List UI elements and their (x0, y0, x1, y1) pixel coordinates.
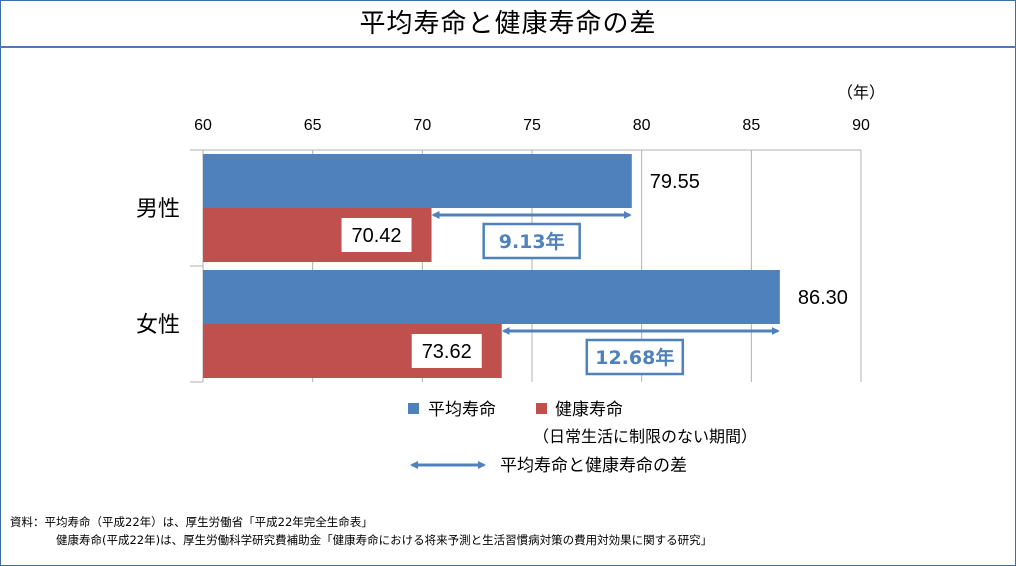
difference-label: 9.13年 (499, 230, 565, 253)
footnote-line-1: 資料：平均寿命（平成22年）は、厚生労働省「平成22年完全生命表」 (10, 515, 373, 529)
footnote-line-2: 健康寿命(平成22年)は、厚生労働科学研究費補助金「健康寿命における将来予測と生… (56, 533, 713, 547)
legend-label-healthy: 健康寿命 (555, 400, 623, 420)
x-unit-label: （年） (837, 84, 885, 102)
x-tick-label: 65 (304, 117, 322, 134)
legend-note-healthy: （日常生活に制限のない期間） (533, 427, 757, 446)
legend-label-difference: 平均寿命と健康寿命の差 (500, 456, 687, 476)
difference-label: 12.68年 (595, 346, 674, 369)
difference-label-box (482, 222, 581, 260)
category-label: 男性 (136, 197, 180, 222)
data-label-healthy: 73.62 (422, 341, 472, 363)
data-label-average: 86.30 (798, 287, 848, 309)
legend-label-average: 平均寿命 (428, 400, 496, 420)
bar-average-life (203, 270, 780, 324)
category-label: 女性 (136, 313, 180, 338)
difference-label-box (585, 338, 685, 376)
x-tick-label: 75 (523, 117, 541, 134)
x-tick-label: 90 (852, 117, 870, 134)
x-tick-label: 85 (742, 117, 760, 134)
source-footnote: 資料：平均寿命（平成22年）は、厚生労働省「平成22年完全生命表」 健康寿命(平… (10, 513, 712, 549)
data-label-box-healthy (411, 334, 482, 368)
title-divider (0, 46, 1016, 48)
legend-swatch-average (408, 403, 419, 414)
data-label-healthy: 70.42 (352, 225, 402, 247)
bar-average-life (203, 154, 632, 208)
legend-swatch-healthy (536, 403, 547, 414)
data-label-average: 79.55 (650, 171, 700, 193)
x-tick-label: 60 (194, 117, 212, 134)
x-tick-label: 70 (413, 117, 431, 134)
x-tick-label: 80 (633, 117, 651, 134)
chart-title: 平均寿命と健康寿命の差 (359, 9, 657, 39)
data-label-box-healthy (341, 218, 412, 252)
